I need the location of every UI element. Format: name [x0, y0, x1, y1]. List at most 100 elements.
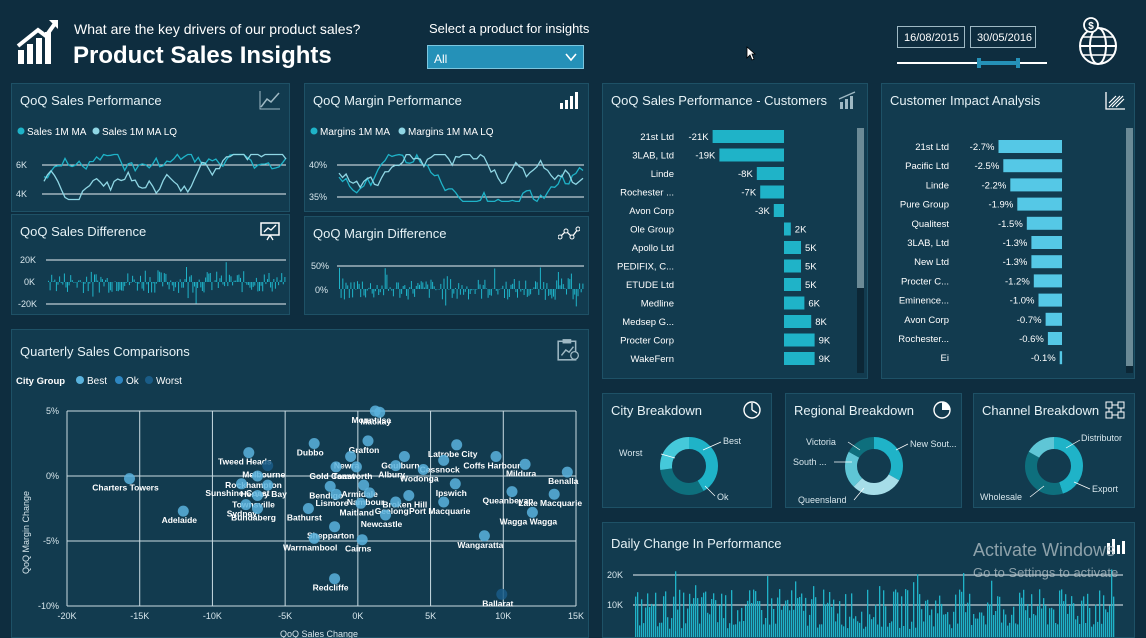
bar[interactable]: [784, 315, 812, 328]
bar[interactable]: [1017, 197, 1062, 211]
scatter-point[interactable]: [356, 534, 368, 546]
bar[interactable]: [1026, 216, 1063, 230]
date-end-input[interactable]: 30/05/2016: [970, 26, 1036, 48]
scatter-point[interactable]: [403, 490, 415, 501]
scatter-point[interactable]: [390, 496, 402, 508]
customer-impact-scrollbar[interactable]: [1126, 128, 1133, 373]
scatter-point[interactable]: [374, 406, 386, 418]
bar[interactable]: [784, 278, 801, 291]
scatter-ytick: 5%: [46, 406, 59, 416]
scatter-point[interactable]: [548, 488, 560, 500]
bar[interactable]: [756, 167, 784, 180]
bar[interactable]: [1031, 255, 1062, 269]
bar[interactable]: [760, 185, 784, 199]
scatter-point[interactable]: [345, 451, 357, 462]
scatter-point[interactable]: [243, 447, 255, 459]
daily-bar: [655, 592, 657, 637]
sales-diff-spike: [181, 282, 183, 288]
date-slider-handle-start[interactable]: [977, 58, 981, 68]
bar[interactable]: [784, 296, 805, 310]
daily-bar: [1005, 614, 1007, 637]
scatter-point[interactable]: [451, 439, 463, 451]
scatter-point[interactable]: [490, 451, 502, 462]
bar[interactable]: [719, 148, 784, 162]
scatter-point[interactable]: [252, 503, 263, 514]
date-slider-handle-end[interactable]: [1016, 58, 1020, 68]
margin-diff-spike: [518, 280, 520, 289]
scatter-point[interactable]: [519, 458, 531, 470]
bar[interactable]: [1059, 351, 1063, 365]
scatter-point[interactable]: [262, 460, 274, 472]
scatter-point[interactable]: [236, 478, 247, 490]
customer-impact-scrollbar-thumb[interactable]: [1126, 128, 1133, 366]
scatter-point[interactable]: [329, 573, 341, 585]
scatter-point[interactable]: [177, 505, 189, 517]
scatter-point[interactable]: [240, 499, 252, 511]
scatter-point[interactable]: [390, 460, 402, 472]
scatter-point[interactable]: [330, 488, 342, 500]
scatter-point[interactable]: [478, 530, 490, 542]
bar[interactable]: [1033, 274, 1062, 288]
daily-bar: [845, 594, 847, 637]
scatter-point[interactable]: [496, 588, 508, 600]
scatter-point[interactable]: [506, 486, 518, 498]
scatter-point[interactable]: [438, 496, 450, 508]
scatter-point[interactable]: [417, 464, 429, 475]
bar[interactable]: [712, 130, 784, 143]
qoq-sales-line-chart: 6K 4K: [16, 153, 287, 201]
daily-bar: [651, 603, 653, 637]
scatter-point[interactable]: [355, 497, 367, 509]
bar[interactable]: [784, 259, 801, 273]
scatter-point-label: Tamworth: [332, 471, 372, 481]
bar[interactable]: [998, 140, 1063, 153]
daily-bar: [841, 624, 843, 637]
bar[interactable]: [1045, 312, 1062, 326]
date-slider-track: [897, 62, 1047, 64]
date-start-input[interactable]: 16/08/2015: [897, 26, 965, 48]
bar[interactable]: [1038, 293, 1063, 307]
scatter-point[interactable]: [330, 461, 342, 473]
scatter-point[interactable]: [358, 479, 370, 491]
daily-bar: [971, 625, 973, 637]
sales-diff-spike: [65, 282, 67, 288]
scatter-point[interactable]: [526, 506, 538, 518]
scatter-point[interactable]: [308, 438, 320, 449]
bar-value-label: -21K: [689, 132, 710, 143]
scatter-point[interactable]: [252, 490, 263, 501]
scatter-point[interactable]: [308, 532, 320, 544]
bar[interactable]: [1010, 178, 1062, 192]
scatter-point[interactable]: [438, 454, 450, 466]
margin-diff-spike: [419, 284, 420, 289]
scatter-point[interactable]: [124, 473, 135, 485]
scatter-point[interactable]: [561, 466, 573, 478]
bar[interactable]: [784, 352, 815, 365]
bar[interactable]: [1047, 332, 1062, 345]
daily-bar: [645, 607, 647, 637]
scatter-point[interactable]: [398, 451, 410, 462]
date-slider[interactable]: [897, 58, 1047, 68]
bar[interactable]: [784, 333, 815, 347]
bar[interactable]: [1003, 159, 1063, 173]
scatter-point[interactable]: [262, 479, 274, 491]
margin-diff-spike: [476, 289, 478, 290]
scatter-point[interactable]: [350, 461, 362, 473]
daily-bar: [661, 622, 663, 637]
bar[interactable]: [784, 241, 801, 254]
daily-bar: [901, 596, 903, 637]
product-select[interactable]: All: [427, 45, 584, 69]
scatter-point[interactable]: [329, 521, 341, 533]
scatter-point[interactable]: [364, 487, 375, 499]
scatter-point[interactable]: [449, 478, 461, 490]
bar[interactable]: [784, 222, 791, 236]
customers-scrollbar-thumb[interactable]: [857, 128, 864, 288]
margin-diff-spike: [477, 279, 479, 289]
bar[interactable]: [1031, 236, 1062, 249]
margin-diff-spike: [430, 279, 432, 289]
scatter-point[interactable]: [252, 470, 263, 482]
scatter-point[interactable]: [324, 480, 336, 492]
scatter-point[interactable]: [362, 435, 374, 447]
scatter-point[interactable]: [380, 509, 391, 521]
scatter-point[interactable]: [302, 503, 314, 514]
bar[interactable]: [773, 204, 784, 217]
customers-scrollbar[interactable]: [857, 128, 864, 373]
